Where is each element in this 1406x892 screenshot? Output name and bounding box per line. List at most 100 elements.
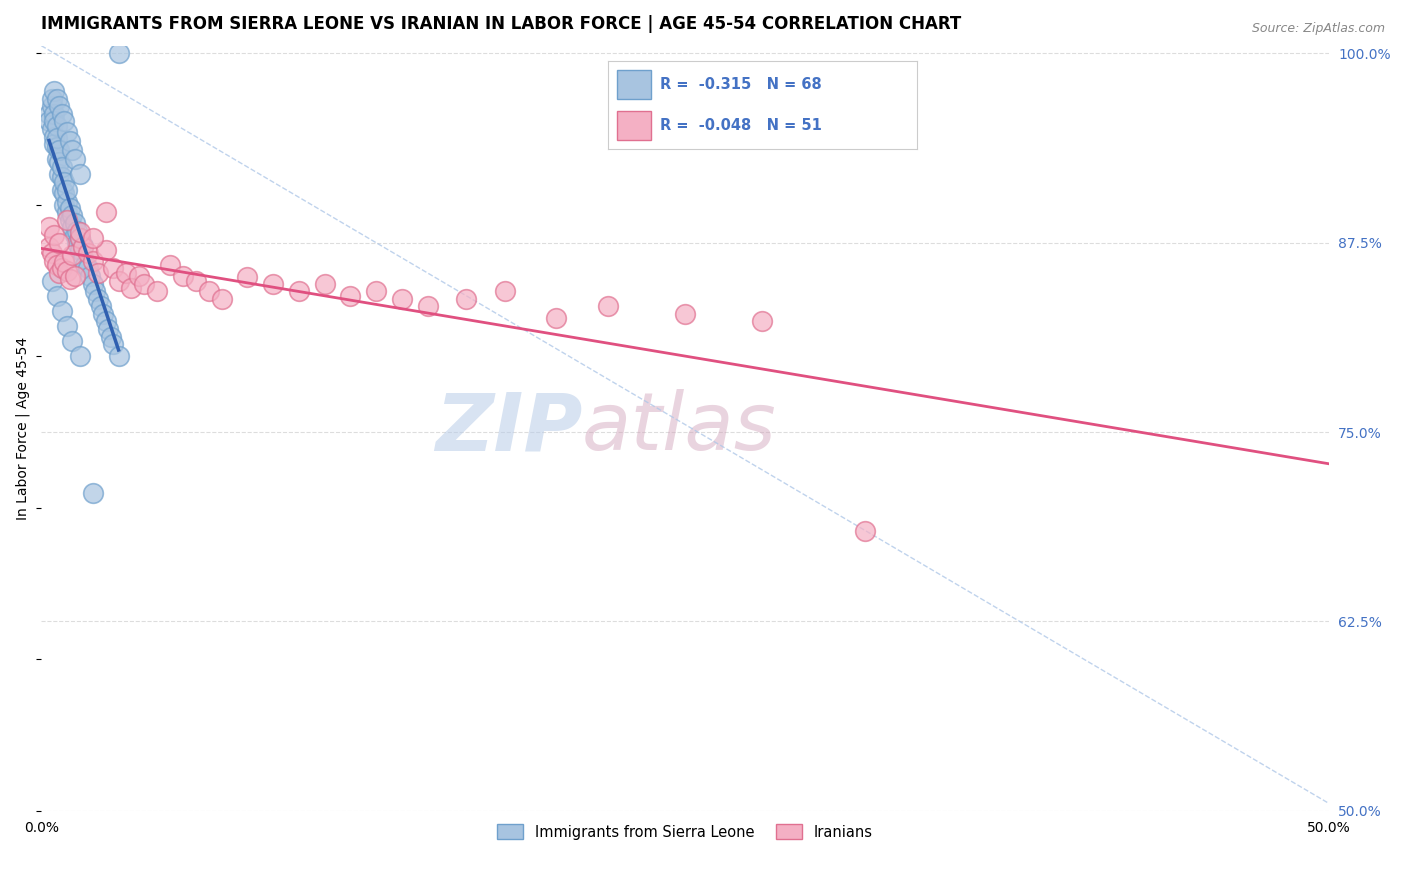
Point	[103, 261, 125, 276]
Point	[69, 231, 91, 245]
Point	[72, 238, 94, 252]
Point	[100, 329, 122, 343]
Point	[197, 284, 219, 298]
Point	[69, 225, 91, 239]
Point	[44, 253, 66, 268]
Point	[69, 244, 91, 258]
Point	[51, 303, 73, 318]
Point	[51, 261, 73, 276]
Point	[339, 288, 361, 302]
Point	[751, 314, 773, 328]
Point	[48, 155, 70, 169]
Point	[87, 266, 110, 280]
Text: atlas: atlas	[582, 389, 776, 467]
Point	[59, 272, 82, 286]
Point	[53, 114, 76, 128]
Point	[76, 261, 98, 276]
Point	[115, 266, 138, 280]
Point	[56, 213, 79, 227]
Point	[41, 122, 63, 136]
Point	[94, 205, 117, 219]
Point	[63, 228, 86, 243]
Text: Source: ZipAtlas.com: Source: ZipAtlas.com	[1251, 22, 1385, 36]
Point	[94, 314, 117, 328]
Point	[94, 244, 117, 258]
Point	[48, 168, 70, 182]
Point	[44, 137, 66, 152]
Point	[53, 255, 76, 269]
Text: ZIP: ZIP	[434, 389, 582, 467]
Point	[596, 299, 619, 313]
Point	[44, 129, 66, 144]
Point	[56, 264, 79, 278]
Point	[546, 311, 568, 326]
Point	[59, 213, 82, 227]
Point	[44, 84, 66, 98]
Point	[84, 284, 107, 298]
Point	[51, 170, 73, 185]
Point	[416, 299, 439, 313]
Point	[56, 205, 79, 219]
Point	[172, 268, 194, 283]
Point	[56, 125, 79, 139]
Point	[287, 284, 309, 298]
Point	[48, 143, 70, 157]
Point	[63, 153, 86, 167]
Point	[53, 186, 76, 200]
Point	[66, 235, 89, 250]
Point	[45, 131, 67, 145]
Point	[673, 307, 696, 321]
Point	[76, 246, 98, 260]
Point	[48, 266, 70, 280]
Point	[103, 337, 125, 351]
Point	[59, 134, 82, 148]
Point	[69, 231, 91, 245]
Point	[56, 194, 79, 209]
Point	[494, 284, 516, 298]
Point	[128, 268, 150, 283]
Point	[456, 292, 478, 306]
Point	[53, 198, 76, 212]
Point	[38, 240, 60, 254]
Point	[91, 307, 114, 321]
Point	[211, 292, 233, 306]
Point	[75, 258, 97, 272]
Point	[82, 485, 104, 500]
Point	[38, 220, 60, 235]
Point	[97, 322, 120, 336]
Point	[134, 277, 156, 291]
Point	[107, 349, 129, 363]
Point	[45, 258, 67, 272]
Legend: Immigrants from Sierra Leone, Iranians: Immigrants from Sierra Leone, Iranians	[491, 819, 879, 846]
Point	[41, 99, 63, 113]
Point	[184, 273, 207, 287]
Point	[853, 524, 876, 538]
Point	[41, 246, 63, 260]
Point	[60, 208, 83, 222]
Point	[72, 251, 94, 265]
Point	[146, 284, 169, 298]
Point	[44, 114, 66, 128]
Point	[63, 268, 86, 283]
Point	[120, 281, 142, 295]
Point	[45, 140, 67, 154]
Point	[51, 160, 73, 174]
Point	[59, 201, 82, 215]
Point	[314, 277, 336, 291]
Point	[364, 284, 387, 298]
Point	[236, 270, 259, 285]
Point	[107, 273, 129, 287]
Point	[56, 318, 79, 333]
Point	[60, 143, 83, 157]
Point	[45, 92, 67, 106]
Point	[45, 153, 67, 167]
Point	[48, 235, 70, 250]
Point	[53, 175, 76, 189]
Point	[87, 292, 110, 306]
Point	[89, 299, 111, 313]
Point	[107, 46, 129, 61]
Point	[38, 107, 60, 121]
Point	[82, 231, 104, 245]
Point	[82, 253, 104, 268]
Point	[159, 258, 181, 272]
